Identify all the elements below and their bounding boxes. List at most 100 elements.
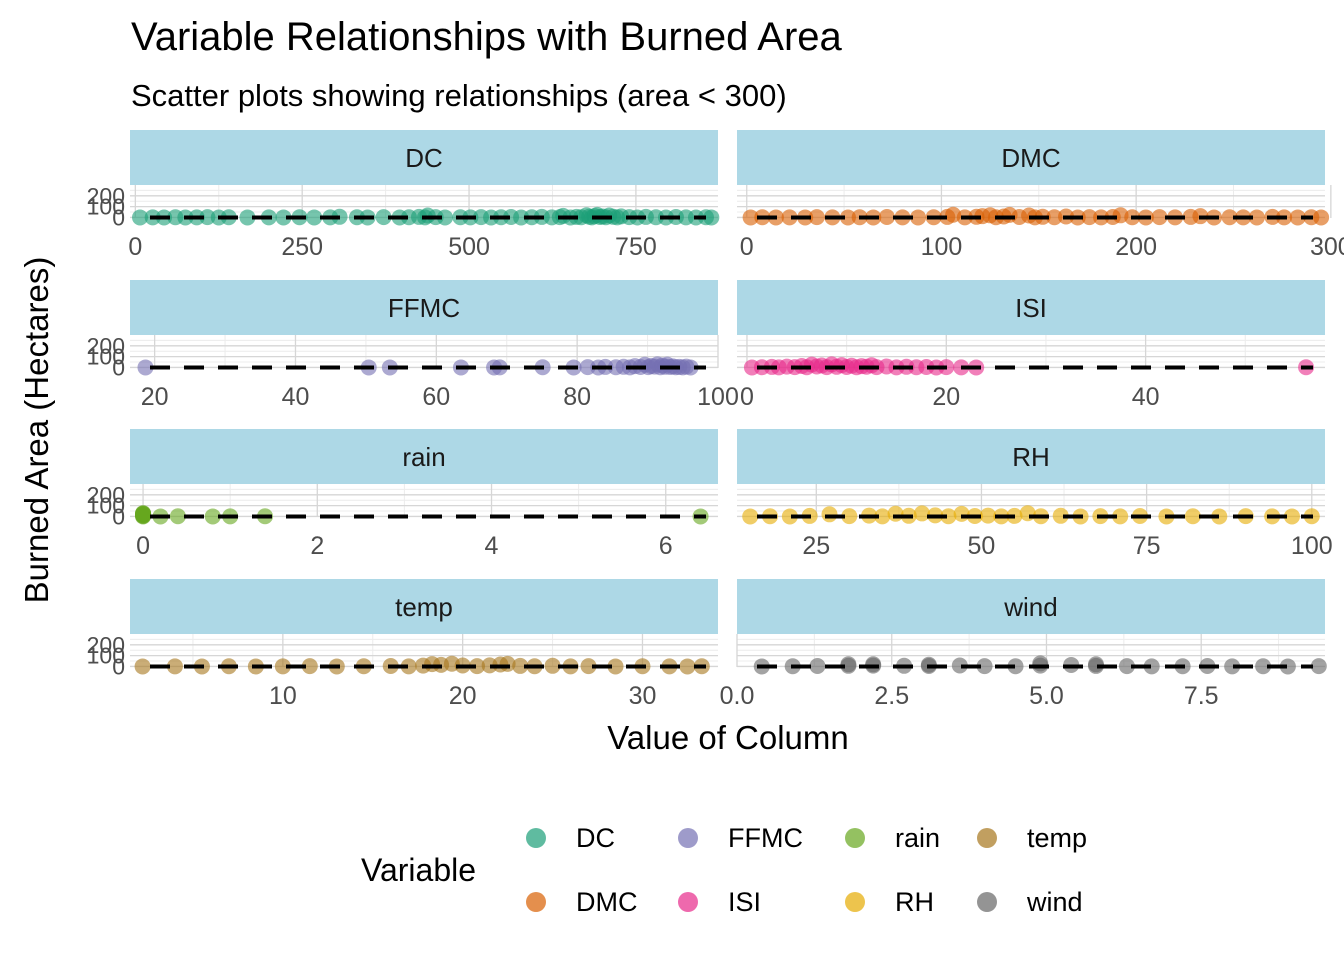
- legend-key-dmc: [526, 892, 546, 912]
- x-tick-label-wind-1: 2.5: [874, 682, 909, 710]
- point-temp-10: [400, 658, 417, 675]
- x-tick-label-dmc-3: 300: [1310, 233, 1344, 261]
- point-wind-25: [1310, 658, 1327, 675]
- x-tick-label-rh-2: 75: [1133, 532, 1161, 560]
- facet-label-isi: ISI: [1015, 293, 1047, 323]
- point-wind-11: [976, 658, 993, 675]
- x-tick-label-ffmc-0: 20: [141, 383, 169, 411]
- y-tick-label-temp-2: 200: [87, 632, 125, 658]
- point-dmc-30: [1081, 209, 1098, 226]
- point-dc-9: [239, 209, 256, 226]
- chart-subtitle: Scatter plots showing relationships (are…: [131, 78, 787, 113]
- x-tick-label-dmc-0: 0: [740, 233, 754, 261]
- point-dmc-43: [1248, 209, 1265, 226]
- x-tick-label-wind-0: 0.0: [720, 682, 755, 710]
- y-tick-label-dc-2: 200: [87, 183, 125, 209]
- legend-label-ffmc: FFMC: [728, 823, 803, 853]
- x-tick-label-dc-2: 500: [448, 233, 490, 261]
- point-wind-17: [1087, 657, 1104, 674]
- legend-key-rain: [845, 828, 865, 848]
- facet-strip-temp: [130, 579, 718, 634]
- point-dmc-10: [878, 209, 895, 226]
- x-tick-label-rh-3: 100: [1291, 532, 1333, 560]
- x-tick-label-ffmc-2: 60: [422, 383, 450, 411]
- y-tick-label-temp-1: 100: [87, 643, 125, 669]
- facet-strip-isi: [737, 280, 1325, 335]
- point-dc-25: [437, 209, 454, 226]
- legend-key-wind: [977, 892, 997, 912]
- facet-label-wind: wind: [1003, 592, 1057, 622]
- legend-label-temp: temp: [1027, 823, 1088, 853]
- x-tick-label-dmc-2: 200: [1115, 233, 1157, 261]
- point-wind-12: [1007, 658, 1024, 675]
- x-tick-label-dmc-1: 100: [921, 233, 963, 261]
- point-rh-12: [940, 508, 957, 525]
- point-rh-27: [1211, 508, 1228, 525]
- x-tick-label-isi-2: 40: [1132, 383, 1160, 411]
- point-dc-13: [306, 209, 323, 226]
- legend-key-temp: [977, 828, 997, 848]
- facet-label-rain: rain: [402, 442, 445, 472]
- x-tick-label-rh-1: 50: [968, 532, 996, 560]
- point-ffmc-31: [682, 359, 699, 376]
- point-wind-24: [1279, 658, 1296, 675]
- y-tick-label-rain-2: 200: [87, 482, 125, 508]
- point-dmc-41: [1221, 209, 1238, 226]
- x-tick-label-rain-1: 2: [310, 532, 324, 560]
- point-dc-6: [199, 209, 216, 226]
- point-dmc-3: [781, 209, 798, 226]
- chart-title: Variable Relationships with Burned Area: [131, 15, 842, 59]
- point-temp-6: [301, 658, 318, 675]
- y-tick-label-temp-0: 0: [112, 653, 125, 679]
- x-tick-label-isi-1: 20: [932, 383, 960, 411]
- y-tick-label-rain-0: 0: [112, 503, 125, 529]
- y-tick-label-dc-0: 0: [112, 204, 125, 230]
- point-rain-11: [204, 508, 221, 525]
- point-rh-10: [913, 505, 930, 522]
- x-tick-label-dc-1: 250: [281, 233, 323, 261]
- point-dc-0: [132, 209, 149, 226]
- facet-strip-ffmc: [130, 280, 718, 335]
- point-rain-8: [135, 505, 152, 522]
- point-rh-23: [1112, 508, 1129, 525]
- point-dc-18: [375, 209, 392, 226]
- x-tick-label-ffmc-3: 80: [563, 383, 591, 411]
- point-temp-25: [607, 658, 624, 675]
- point-temp-24: [580, 658, 597, 675]
- point-ffmc-0: [137, 359, 154, 376]
- point-rh-2: [781, 508, 798, 525]
- facet-strip-dc: [130, 130, 718, 185]
- y-axis-title: Burned Area (Hectares): [18, 257, 55, 604]
- point-dc-62: [703, 209, 720, 226]
- point-temp-22: [544, 657, 561, 674]
- point-dmc-12: [910, 209, 927, 226]
- x-tick-label-isi-0: 0: [740, 383, 754, 411]
- x-tick-label-temp-1: 20: [449, 682, 477, 710]
- legend-title: Variable: [361, 852, 477, 888]
- y-tick-label-ffmc-1: 100: [87, 344, 125, 370]
- point-temp-1: [166, 658, 183, 675]
- legend-label-wind: wind: [1027, 887, 1083, 917]
- facet-label-ffmc: FFMC: [388, 293, 460, 323]
- point-rh-20: [1052, 507, 1069, 524]
- facet-label-dmc: DMC: [1001, 143, 1060, 173]
- facet-strip-rh: [737, 429, 1325, 484]
- point-dmc-7: [839, 209, 856, 226]
- point-dmc-5: [808, 209, 825, 226]
- point-rh-30: [1283, 508, 1300, 525]
- y-tick-label-ffmc-2: 200: [87, 333, 125, 359]
- point-temp-28: [679, 658, 696, 675]
- point-temp-20: [512, 657, 529, 674]
- x-tick-label-wind-2: 5.0: [1029, 682, 1064, 710]
- legend-label-rain: rain: [895, 823, 941, 853]
- x-tick-label-wind-3: 7.5: [1184, 682, 1219, 710]
- point-temp-5: [274, 658, 291, 675]
- legend-label-isi: ISI: [728, 887, 762, 917]
- y-tick-label-rain-1: 100: [87, 493, 125, 519]
- point-dmc-27: [1046, 209, 1063, 226]
- legend-key-rh: [845, 892, 865, 912]
- facet-label-rh: RH: [1012, 442, 1050, 472]
- x-tick-label-rain-0: 0: [136, 532, 150, 560]
- y-tick-label-dc-1: 100: [87, 194, 125, 220]
